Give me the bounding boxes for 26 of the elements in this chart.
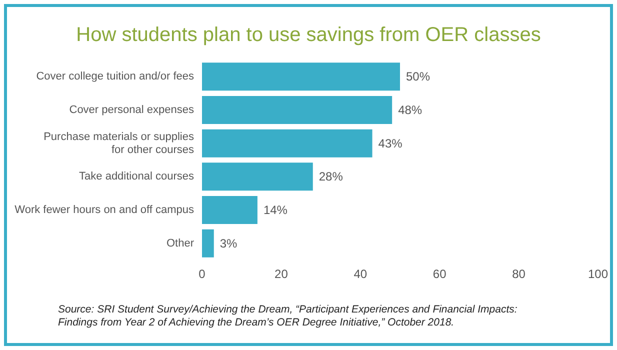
chart-title: How students plan to use savings from OER classes [76,24,541,46]
bar [202,196,258,224]
data-label: 14% [263,203,288,217]
y-tick-label: Purchase materials or supplies for other courses [44,130,194,156]
x-tick-label: 100 [588,267,608,281]
y-tick-label: Cover personal expenses [69,104,194,116]
bar [202,129,372,158]
data-label: 3% [220,236,238,250]
x-tick-label: 60 [432,267,447,281]
data-label: 48% [398,103,422,117]
data-label: 28% [318,170,344,184]
data-label: 43% [378,136,403,150]
x-tick-label: 40 [354,267,368,281]
bar [202,62,400,91]
y-tick-label: Work fewer hours on and off campus [14,204,194,216]
y-tick-label: Cover college tuition and/or fees [36,70,194,83]
y-tick-label: Other [166,237,194,250]
data-label: 50% [406,70,430,84]
y-tick-label: Take additional courses [79,170,194,183]
bar [202,96,392,124]
bar [202,162,313,191]
source-note: Source: SRI Student Survey/Achieving the Dream, “Participant Experiences and Financial Impacts: Findings from Year 2 of Achieving the Dream’s OER Degree Initiative,” October 2018. [58,304,518,328]
x-tick-label: 80 [512,267,526,281]
bar [202,229,214,258]
x-tick-label: 0 [198,267,206,281]
x-tick-label: 20 [274,267,288,281]
